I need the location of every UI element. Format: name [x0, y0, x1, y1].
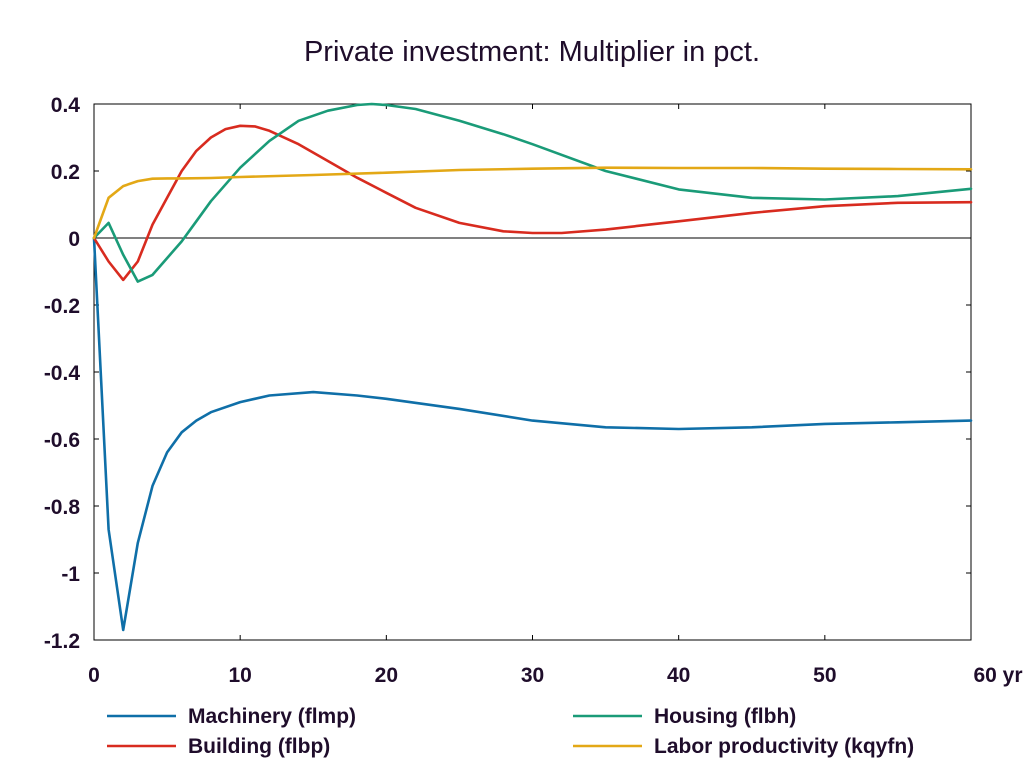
y-tick-label: 0	[68, 228, 80, 251]
y-tick-label: -1	[61, 563, 80, 586]
x-tick-label: 0	[88, 664, 100, 687]
y-axis-ticks: 0.4 0.2 0 -0.2 -0.4 -0.6 -0.8 -1 -1.2	[44, 94, 971, 653]
legend-label-3: Labor productivity (kqyfn)	[654, 735, 914, 758]
x-tick-label: 60 yr	[973, 664, 1022, 687]
y-tick-label: -0.4	[44, 362, 81, 385]
chart-title: Private investment: Multiplier in pct.	[304, 36, 760, 68]
series-line-2	[92, 102, 973, 283]
x-tick-label: 20	[375, 664, 398, 687]
legend-label-1: Building (flbp)	[188, 735, 330, 758]
legend: Machinery (flmp) Building (flbp) Housing (…	[107, 705, 914, 758]
legend-label-0: Machinery (flmp)	[188, 705, 356, 728]
y-tick-label: -0.6	[44, 429, 80, 452]
legend-label-2: Housing (flbh)	[654, 705, 796, 728]
x-tick-label: 10	[228, 664, 251, 687]
y-tick-label: -1.2	[44, 630, 80, 653]
y-tick-label: -0.8	[44, 496, 81, 519]
x-axis-ticks: 0 10 20 30 40 50 60 yr	[88, 104, 1023, 687]
x-tick-label: 30	[521, 664, 544, 687]
series-line-3	[92, 166, 973, 240]
x-tick-label: 40	[667, 664, 690, 687]
x-tick-label: 50	[813, 664, 836, 687]
series-line-0	[92, 236, 973, 632]
y-tick-label: 0.2	[51, 161, 80, 184]
y-tick-label: -0.2	[44, 295, 80, 318]
series-group	[92, 102, 973, 632]
series-line-1	[92, 124, 973, 282]
y-tick-label: 0.4	[51, 94, 81, 117]
